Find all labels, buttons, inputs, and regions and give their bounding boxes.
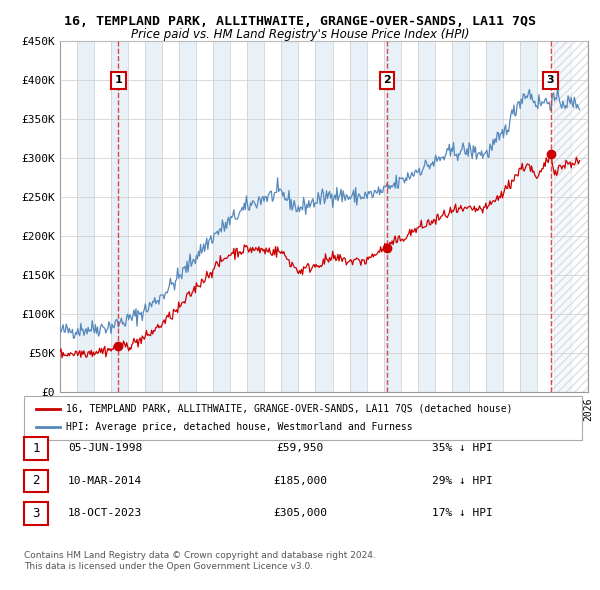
Bar bbox=[316, 41, 332, 392]
Bar bbox=[77, 41, 94, 392]
Text: 35% ↓ HPI: 35% ↓ HPI bbox=[432, 444, 493, 453]
Text: This data is licensed under the Open Government Licence v3.0.: This data is licensed under the Open Gov… bbox=[24, 562, 313, 571]
Text: £59,950: £59,950 bbox=[277, 444, 323, 453]
Text: 2: 2 bbox=[383, 76, 391, 86]
Bar bbox=[111, 41, 128, 392]
Bar bbox=[520, 41, 537, 392]
Text: 2: 2 bbox=[32, 474, 40, 487]
Text: 05-JUN-1998: 05-JUN-1998 bbox=[68, 444, 142, 453]
Text: HPI: Average price, detached house, Westmorland and Furness: HPI: Average price, detached house, West… bbox=[66, 422, 413, 432]
Text: 1: 1 bbox=[32, 442, 40, 455]
Bar bbox=[486, 41, 503, 392]
Text: £185,000: £185,000 bbox=[273, 476, 327, 486]
Bar bbox=[452, 41, 469, 392]
Bar bbox=[281, 41, 298, 392]
Bar bbox=[145, 41, 162, 392]
Bar bbox=[418, 41, 435, 392]
Text: 18-OCT-2023: 18-OCT-2023 bbox=[68, 509, 142, 518]
Text: 16, TEMPLAND PARK, ALLITHWAITE, GRANGE-OVER-SANDS, LA11 7QS (detached house): 16, TEMPLAND PARK, ALLITHWAITE, GRANGE-O… bbox=[66, 404, 512, 414]
Bar bbox=[247, 41, 265, 392]
Bar bbox=[213, 41, 230, 392]
Text: 3: 3 bbox=[32, 507, 40, 520]
Text: 16, TEMPLAND PARK, ALLITHWAITE, GRANGE-OVER-SANDS, LA11 7QS: 16, TEMPLAND PARK, ALLITHWAITE, GRANGE-O… bbox=[64, 15, 536, 28]
Text: 3: 3 bbox=[547, 76, 554, 86]
Bar bbox=[350, 41, 367, 392]
Text: Price paid vs. HM Land Registry's House Price Index (HPI): Price paid vs. HM Land Registry's House … bbox=[131, 28, 469, 41]
Text: 17% ↓ HPI: 17% ↓ HPI bbox=[432, 509, 493, 518]
Text: 1: 1 bbox=[115, 76, 122, 86]
Bar bbox=[383, 41, 401, 392]
Text: Contains HM Land Registry data © Crown copyright and database right 2024.: Contains HM Land Registry data © Crown c… bbox=[24, 552, 376, 560]
Bar bbox=[179, 41, 196, 392]
Text: £305,000: £305,000 bbox=[273, 509, 327, 518]
Bar bbox=[554, 41, 571, 392]
Text: 29% ↓ HPI: 29% ↓ HPI bbox=[432, 476, 493, 486]
Bar bbox=[551, 41, 588, 392]
Text: 10-MAR-2014: 10-MAR-2014 bbox=[68, 476, 142, 486]
